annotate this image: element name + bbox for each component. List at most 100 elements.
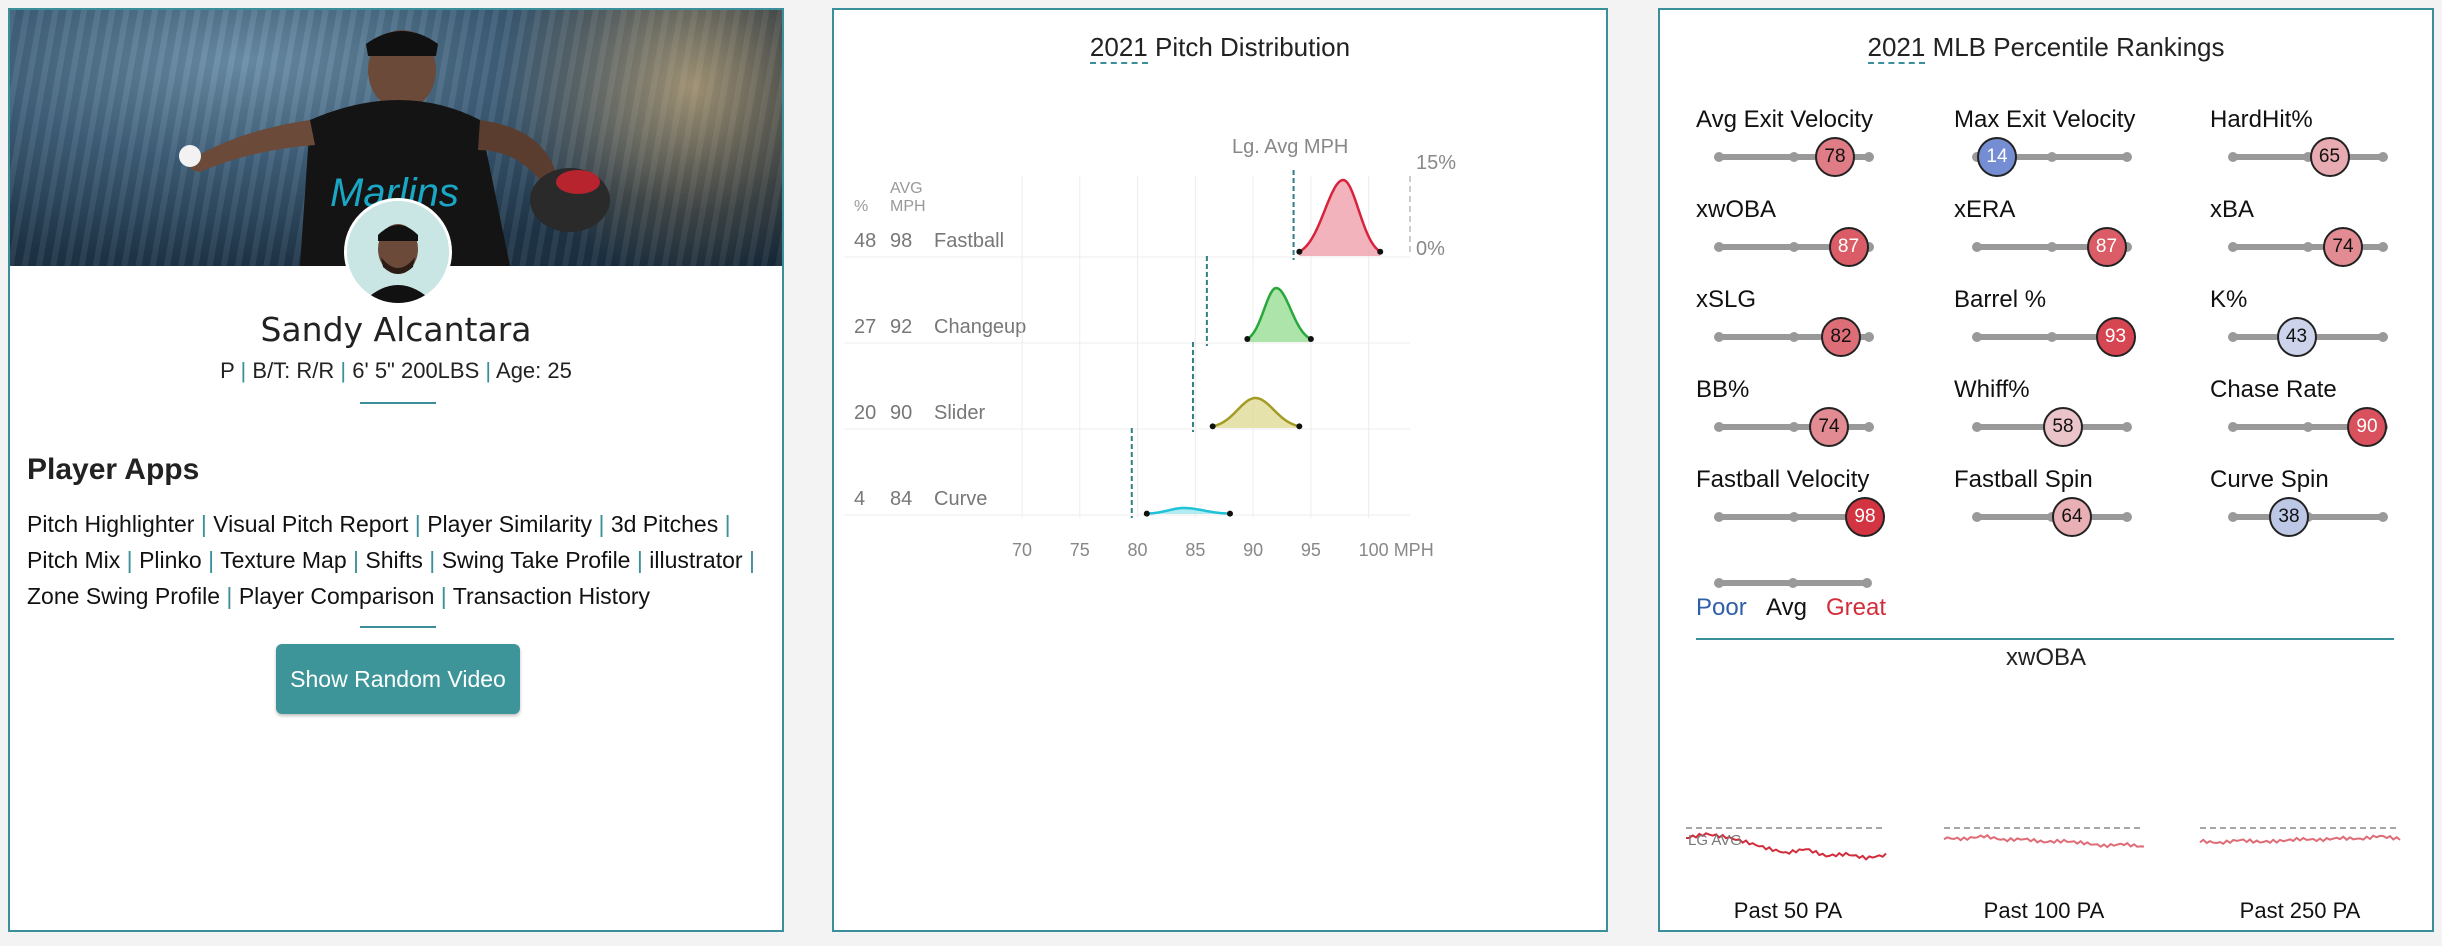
x-tick-label: 80 [1127,540,1148,560]
percentile-value-ball[interactable]: 90 [2347,407,2387,447]
divider [360,626,436,628]
percentile-value-ball[interactable]: 64 [2052,497,2092,537]
link-separator: | [201,547,221,573]
pitch-density-slider [1212,398,1300,428]
track-dot [2378,332,2388,342]
legend-dot [1788,578,1798,588]
app-link-player-comparison[interactable]: Player Comparison [238,583,435,609]
player-bat-throw: B/T: R/R [252,358,335,383]
range-marker-min [1209,423,1216,430]
divider [1696,638,2394,640]
track-dot [2122,152,2132,162]
track-dot [1789,242,1799,252]
pitch-row-pct: 27 [854,316,877,338]
track-dot [1714,332,1724,342]
x-tick-label: 95 [1300,540,1321,560]
metric-label: xBA [2210,196,2255,223]
title-year[interactable]: 2021 [1089,32,1148,64]
track-dot [2378,152,2388,162]
app-link-pitch-mix[interactable]: Pitch Mix [27,547,121,573]
percentile-value-ball[interactable]: 43 [2276,317,2317,357]
track-dot [1789,152,1799,162]
app-link-transaction-history[interactable]: Transaction History [452,583,651,609]
app-link-shifts[interactable]: Shifts [365,547,423,573]
show-random-video-button[interactable]: Show Random Video [276,644,520,714]
range-marker-max [1377,248,1384,255]
app-link-zone-swing-profile[interactable]: Zone Swing Profile [27,583,221,609]
track-dot [2047,152,2057,162]
player-name: Sandy Alcantara [260,310,532,349]
app-link-plinko[interactable]: Plinko [139,547,202,573]
metric-label: xSLG [1696,286,1757,313]
track-dot [1864,422,1874,432]
track-dot [2122,512,2132,522]
track-dot [1972,422,1982,432]
metric-label: Curve Spin [2210,466,2329,493]
divider [360,402,436,404]
link-separator: | [742,547,755,573]
link-separator: | [630,547,650,573]
app-link-texture-map[interactable]: Texture Map [220,547,347,573]
link-separator: | [408,511,428,537]
pitch-row-name: Slider [934,402,986,424]
percentile-value-ball[interactable]: 14 [1977,137,2017,177]
track-dot [1714,152,1724,162]
track-dot [1714,422,1724,432]
percentile-value-ball[interactable]: 87 [2086,227,2127,267]
pitch-distribution-panel: 2021 Pitch Distribution Lg. Avg MPH 15% … [832,8,1608,932]
pitch-row-name: Changeup [934,316,1027,338]
track-dot [1972,242,1982,252]
track-dot [2122,242,2132,252]
pitch-row-mph: 90 [890,402,913,424]
player-apps-links: Pitch Highlighter | Visual Pitch Report … [27,506,767,614]
percentile-value-ball[interactable]: 65 [2309,137,2350,177]
app-link-swing-take-profile[interactable]: Swing Take Profile [441,547,631,573]
percentile-value-ball[interactable]: 38 [2269,497,2309,537]
percentile-value-ball[interactable]: 58 [2043,407,2083,447]
track-dot [2303,422,2313,432]
x-tick-label: 90 [1243,540,1264,560]
legend-great: Great [1826,594,1887,621]
track-dot [2228,332,2238,342]
metric-label: Avg Exit Velocity [1696,106,1873,133]
percentile-value-ball[interactable]: 82 [1821,317,1861,357]
app-link-player-similarity[interactable]: Player Similarity [427,511,593,537]
track-dot [2378,512,2388,522]
pitch-row-mph: 98 [890,230,913,252]
xwoba-rolling-title: xwOBA [2005,644,2086,671]
legend-dot [1862,578,1872,588]
percentile-value-ball[interactable]: 87 [1828,227,1869,267]
track-dot [1864,332,1874,342]
metric-label: xERA [1954,196,2016,223]
link-separator: | [194,511,214,537]
pitch-density-line-changeup [1246,286,1311,341]
track-dot [1864,242,1874,252]
pitch-density-line-slider [1212,396,1300,428]
percentile-rankings-title: 2021 MLB Percentile Rankings [1660,32,2432,64]
percentile-value-ball[interactable]: 78 [1815,137,1855,177]
xwoba-rolling-line [1686,832,1887,861]
pitch-density-fastball [1299,180,1381,256]
density-scale-bottom: 0% [1416,238,1445,260]
percentile-value-ball[interactable]: 98 [1845,497,1885,537]
track-dot [1714,242,1724,252]
title-year[interactable]: 2021 [1867,32,1926,64]
percentile-value-ball[interactable]: 93 [2095,317,2136,357]
density-scale-top: 15% [1416,152,1457,174]
app-link-visual-pitch-report[interactable]: Visual Pitch Report [213,511,409,537]
app-link-3d-pitches[interactable]: 3d Pitches [610,511,719,537]
percentile-value-ball[interactable]: 74 [2323,227,2363,267]
percentile-value-ball[interactable]: 74 [1809,407,1849,447]
range-marker-min [1296,248,1303,255]
col-header-pct: % [854,198,869,215]
app-link-illustrator[interactable]: illustrator [649,547,743,573]
app-link-pitch-highlighter[interactable]: Pitch Highlighter [27,511,195,537]
pitch-row-mph: 84 [890,488,913,510]
player-bio: P | B/T: R/R | 6' 5" 200LBS | Age: 25 [220,358,572,383]
track-dot [1789,422,1799,432]
pitch-distribution-title: 2021 Pitch Distribution [834,32,1606,64]
pitch-density-line-fastball [1298,178,1381,253]
metric-label: Barrel % [1954,286,2047,313]
track-dot [2228,242,2238,252]
range-marker-max [1307,335,1314,342]
